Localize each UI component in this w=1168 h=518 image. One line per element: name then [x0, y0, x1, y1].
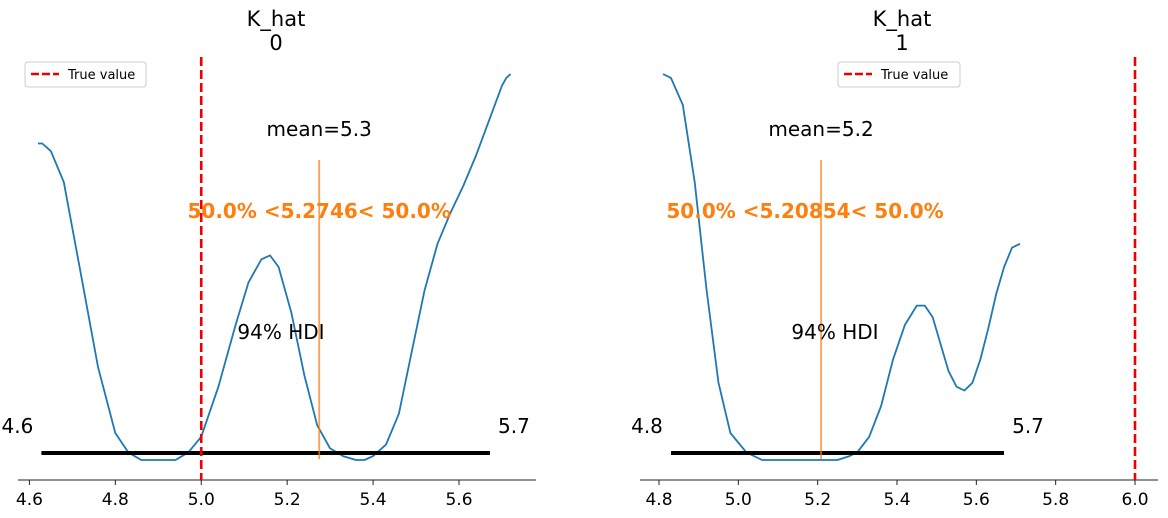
x-tick-label: 5.0	[188, 490, 215, 510]
hdi-low-label: 4.6	[2, 414, 34, 438]
x-tick-label: 5.4	[883, 490, 910, 510]
density-curve	[662, 73, 1021, 461]
x-tick-label: 5.4	[360, 490, 387, 510]
x-tick-label: 6.0	[1121, 490, 1148, 510]
hdi-high-label: 5.7	[498, 414, 530, 438]
legend: True value	[24, 61, 147, 88]
chart-subtitle: 1	[895, 31, 908, 55]
x-tick-label: 5.0	[725, 490, 752, 510]
legend-box	[837, 61, 961, 88]
reference-annotation: 50.0% <5.20854< 50.0%	[666, 199, 943, 223]
x-tick-label: 5.6	[445, 490, 472, 510]
hdi-label: 94% HDI	[791, 320, 878, 344]
hdi-label: 94% HDI	[237, 320, 324, 344]
x-tick-label: 5.8	[1042, 490, 1069, 510]
legend-label: True value	[880, 68, 948, 83]
hdi-high-label: 5.7	[1012, 414, 1044, 438]
x-tick-label: 5.6	[963, 490, 990, 510]
x-tick-label: 5.2	[804, 490, 831, 510]
density-curve	[38, 73, 512, 461]
x-tick-label: 4.8	[645, 490, 672, 510]
legend-label: True value	[67, 68, 135, 83]
legend-box	[24, 61, 147, 88]
x-tick-label: 5.2	[274, 490, 301, 510]
chart-title: K_hat	[873, 7, 932, 32]
mean-label: mean=5.2	[768, 117, 873, 141]
x-tick-label: 4.8	[102, 490, 129, 510]
legend: True value	[837, 61, 961, 88]
chart-title: K_hat	[247, 7, 306, 32]
reference-annotation: 50.0% <5.2746< 50.0%	[188, 199, 451, 223]
hdi-low-label: 4.8	[631, 414, 663, 438]
x-tick-label: 4.6	[16, 490, 43, 510]
mean-label: mean=5.3	[267, 117, 372, 141]
chart-subtitle: 0	[269, 31, 282, 55]
